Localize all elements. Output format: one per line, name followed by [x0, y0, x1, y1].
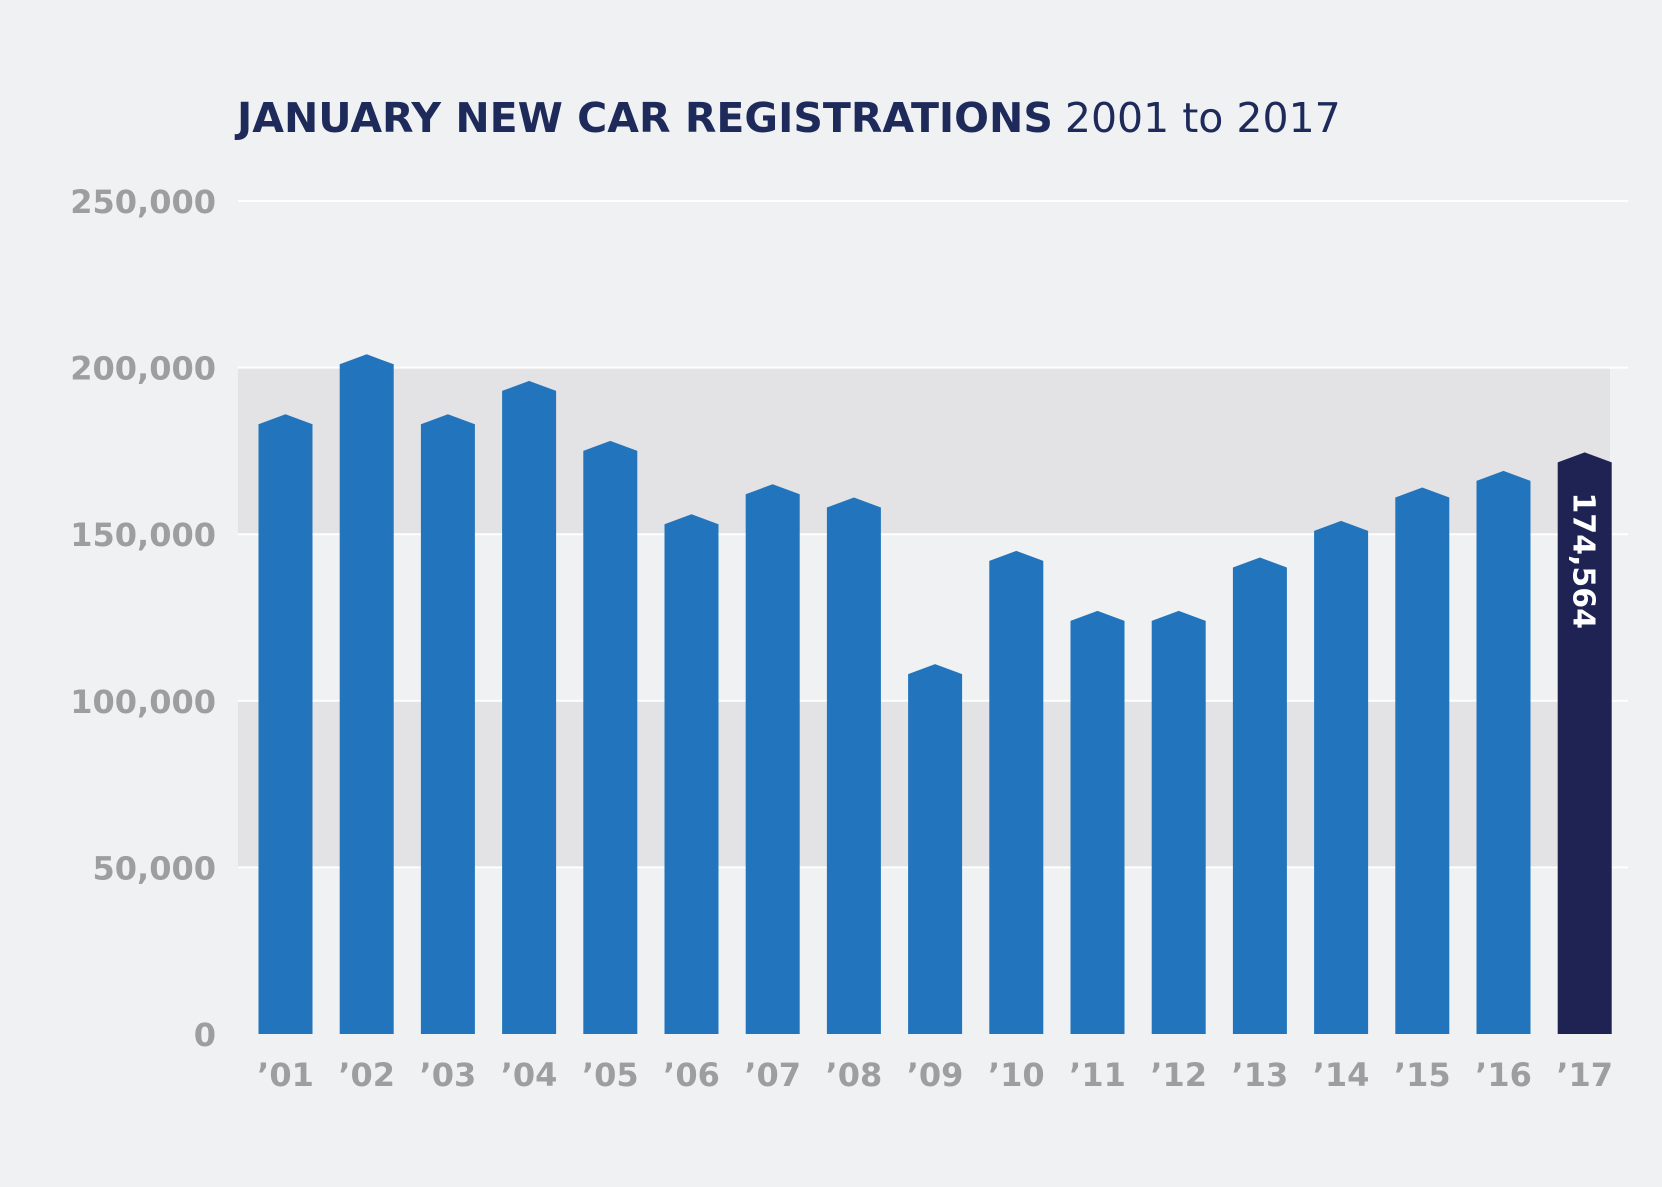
bars — [258, 354, 1612, 1035]
bar-03 — [420, 414, 475, 1034]
y-tick-label: 50,000 — [93, 849, 216, 887]
bar-15 — [1395, 487, 1450, 1034]
x-tick-label: ’10 — [988, 1056, 1045, 1094]
y-tick-label: 100,000 — [70, 683, 216, 721]
x-tick-label: ’05 — [582, 1056, 639, 1094]
x-tick-label: ’13 — [1232, 1056, 1289, 1094]
bar-12 — [1151, 610, 1206, 1034]
x-tick-label: ’06 — [663, 1056, 720, 1094]
x-tick-label: ’09 — [907, 1056, 964, 1094]
bar-08 — [826, 497, 881, 1035]
bar-05 — [583, 440, 638, 1034]
x-tick-label: ’17 — [1556, 1056, 1613, 1094]
bar-16 — [1476, 470, 1531, 1035]
bar-10 — [989, 550, 1044, 1034]
bar-02 — [339, 354, 394, 1035]
y-tick-label: 150,000 — [70, 516, 216, 554]
chart-title: JANUARY NEW CAR REGISTRATIONS 2001 to 201… — [237, 88, 1341, 148]
chart-title-main: JANUARY NEW CAR REGISTRATIONS — [237, 94, 1053, 142]
x-axis: ’01 ’02 ’03 ’04 ’05 ’06 ’07 ’08 ’09 ’10 ’11 ’12 ’13 ’… — [257, 1056, 1613, 1094]
bar-13 — [1232, 557, 1287, 1034]
bar-09 — [908, 664, 963, 1034]
x-tick-label: ’03 — [420, 1056, 477, 1094]
x-tick-label: ’08 — [826, 1056, 883, 1094]
bar-14 — [1314, 520, 1369, 1034]
data-labels: 174,564 — [1566, 492, 1601, 629]
chart-title-range: 2001 to 2017 — [1064, 94, 1341, 142]
x-tick-label: ’02 — [338, 1056, 395, 1094]
bar-11 — [1070, 610, 1125, 1034]
x-tick-label: ’01 — [257, 1056, 314, 1094]
x-tick-label: ’16 — [1475, 1056, 1532, 1094]
x-tick-label: ’11 — [1069, 1056, 1126, 1094]
y-tick-label: 250,000 — [70, 183, 216, 221]
data-label-16: 174,564 — [1566, 492, 1601, 629]
bar-06 — [664, 514, 719, 1034]
y-tick-label: 200,000 — [70, 350, 216, 388]
x-tick-label: ’14 — [1313, 1056, 1370, 1094]
x-tick-label: ’12 — [1150, 1056, 1207, 1094]
bar-07 — [745, 484, 800, 1035]
bar-17 — [1557, 452, 1612, 1034]
y-axis: 0 50,000 100,000 150,000 200,000 250,000 — [70, 183, 216, 1054]
bar-04 — [502, 380, 557, 1035]
x-tick-label: ’15 — [1394, 1056, 1451, 1094]
y-tick-label: 0 — [194, 1016, 216, 1054]
bar-01 — [258, 414, 313, 1034]
x-tick-label: ’07 — [744, 1056, 801, 1094]
x-tick-label: ’04 — [501, 1056, 558, 1094]
